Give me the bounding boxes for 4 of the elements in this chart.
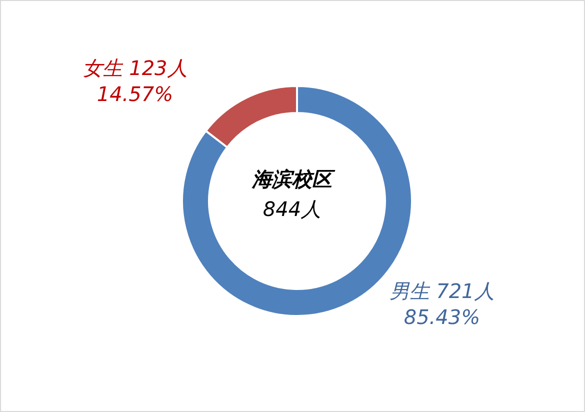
slice-label: 女生 123人 14.57% [82,56,188,106]
text: 海滨校区 [251,167,336,191]
text: 844人 [262,197,322,221]
slice-label: 男生 721人 85.43% [390,279,494,329]
